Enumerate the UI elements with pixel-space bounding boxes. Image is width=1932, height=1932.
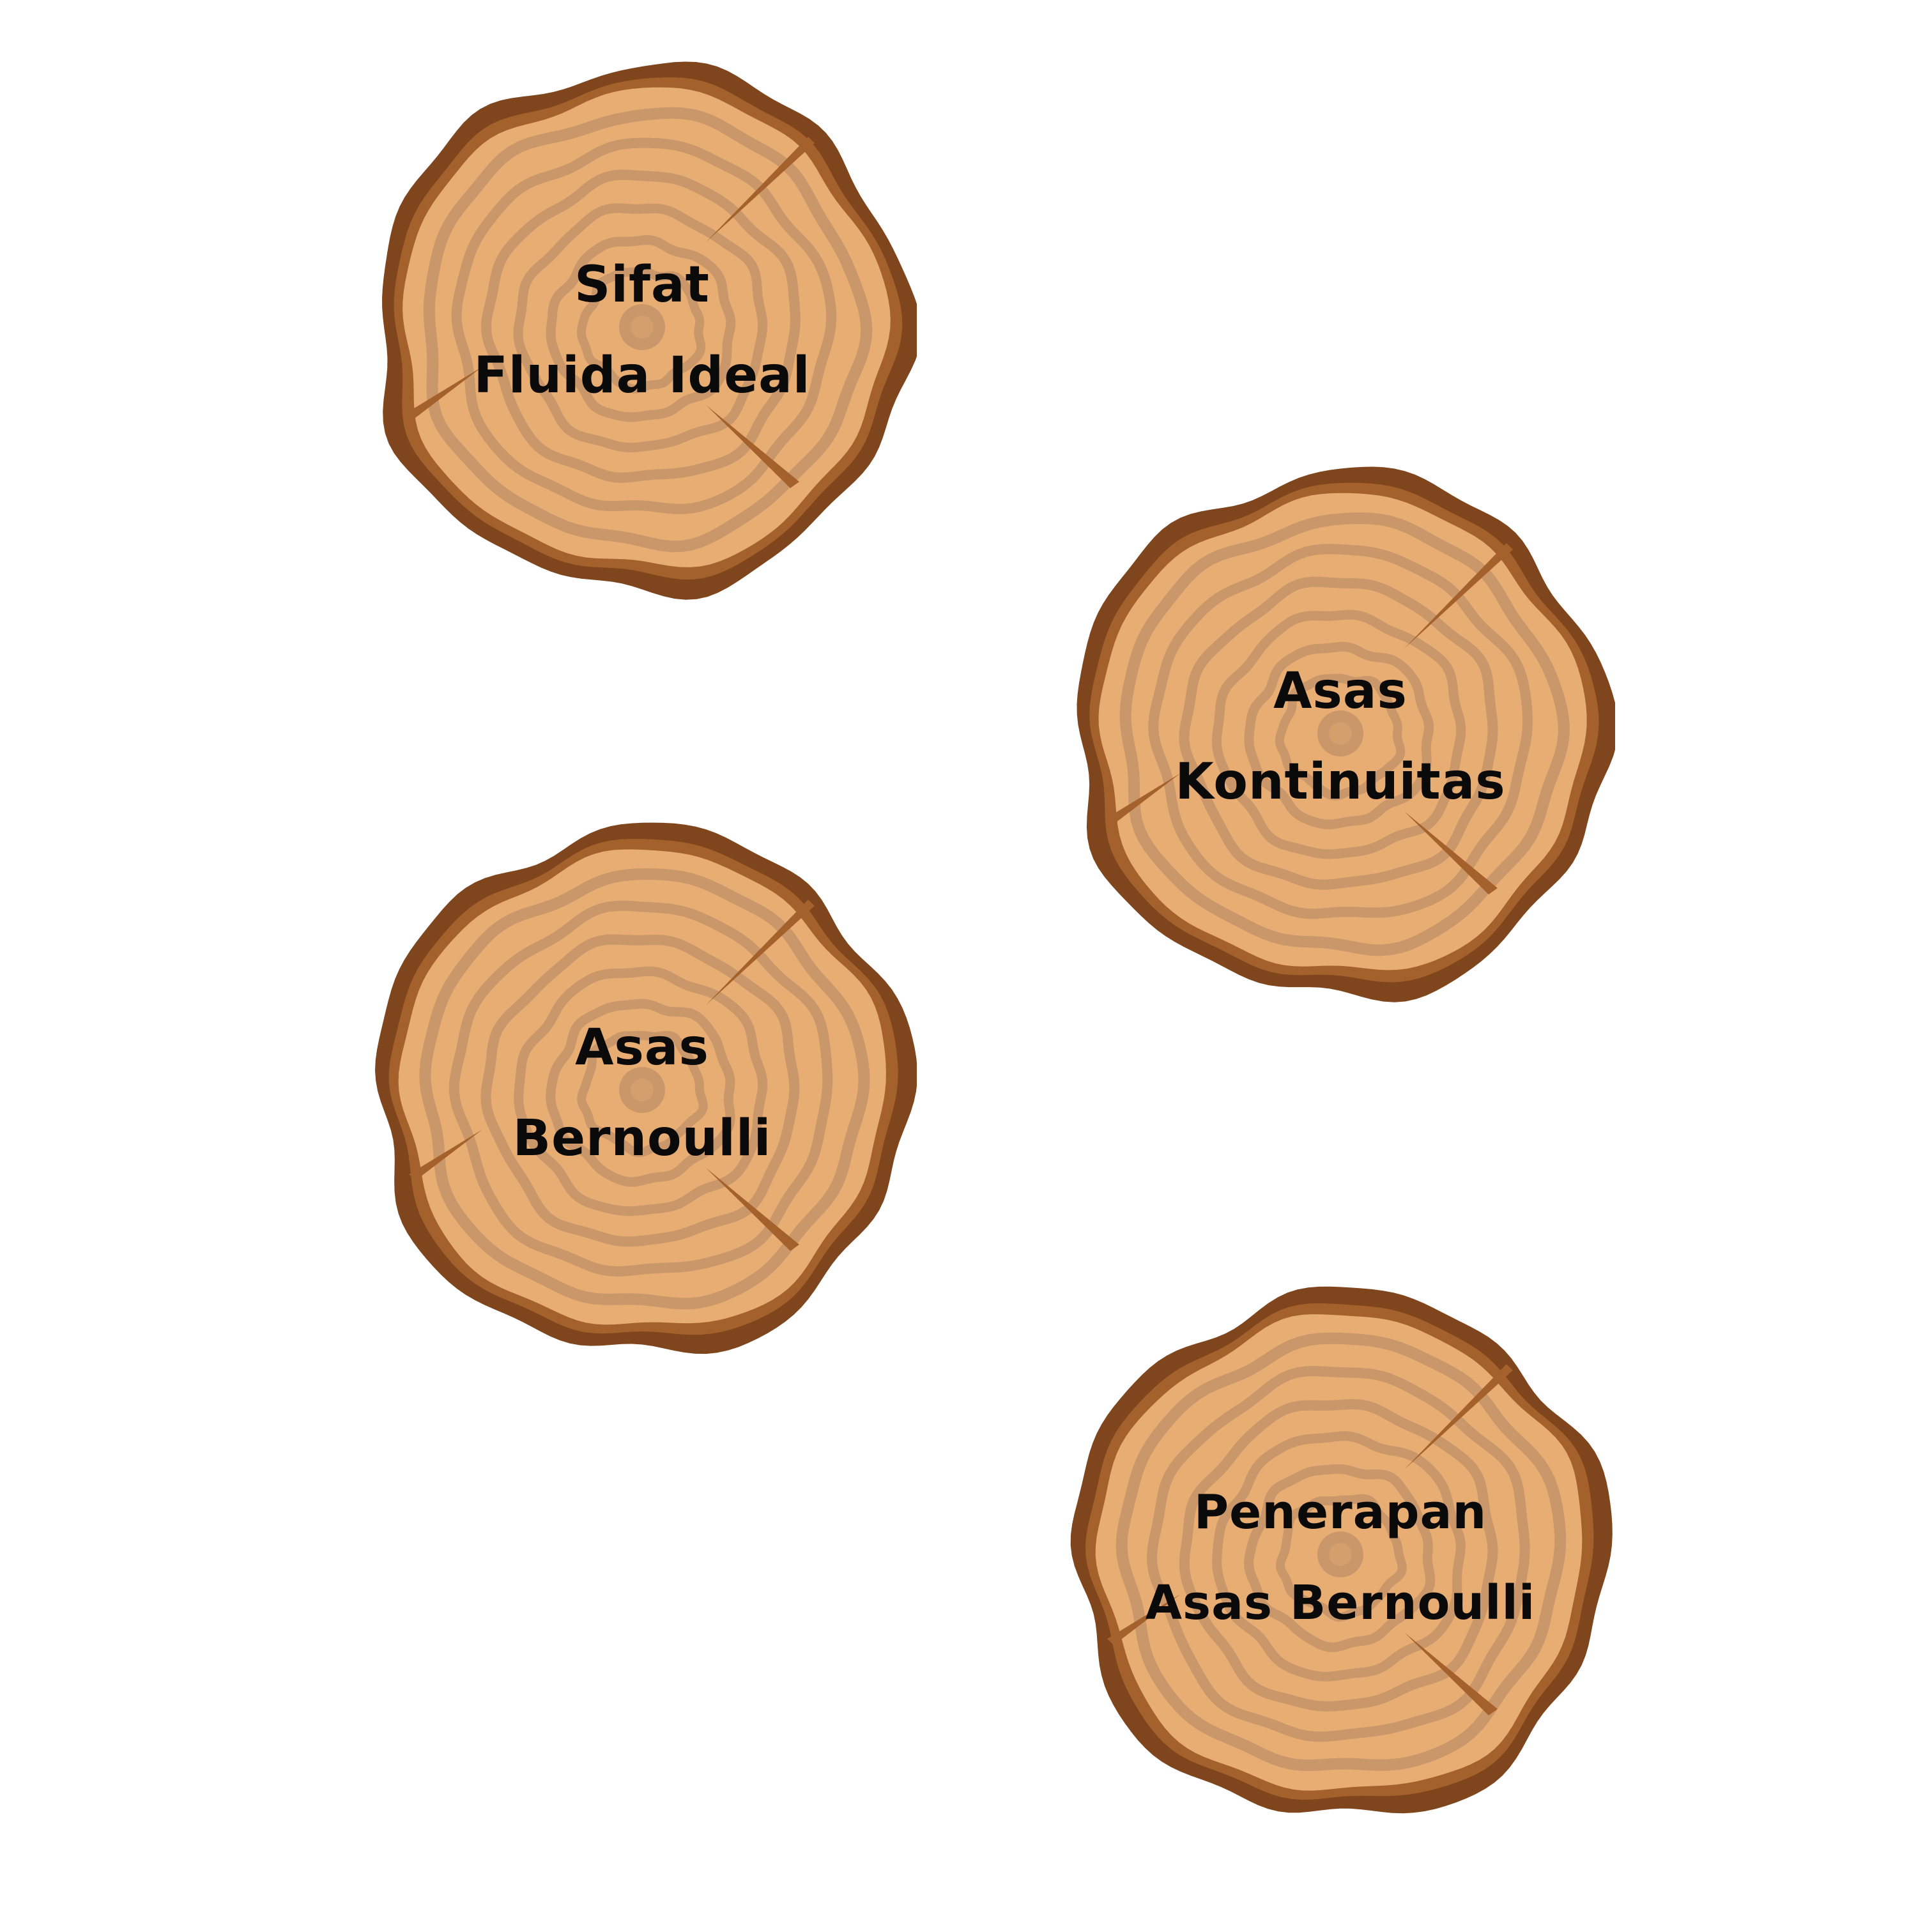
- slice-label-line-1: Asas: [575, 1019, 709, 1077]
- wood-slice-penerapan-asas-bernoulli[interactable]: Penerapan Asas Bernoulli: [1066, 1280, 1615, 1829]
- slice-label: Asas Bernoulli: [367, 815, 917, 1365]
- wood-slice-asas-bernoulli[interactable]: Asas Bernoulli: [367, 815, 917, 1365]
- slice-label-line-2: Kontinuitas: [1175, 753, 1506, 811]
- wood-slice-sifat-fluida-ideal[interactable]: Sifat Fluida Ideal: [367, 52, 917, 602]
- slice-label-line-2: Bernoulli: [512, 1110, 772, 1167]
- slice-label-line-1: Penerapan: [1193, 1485, 1487, 1540]
- slice-label: Asas Kontinuitas: [1066, 459, 1615, 1008]
- slice-label-line-1: Asas: [1273, 663, 1407, 720]
- slice-label-line-1: Sifat: [574, 256, 710, 314]
- slice-label: Sifat Fluida Ideal: [367, 52, 917, 602]
- wood-slice-asas-kontinuitas[interactable]: Asas Kontinuitas: [1066, 459, 1615, 1008]
- slice-label: Penerapan Asas Bernoulli: [1066, 1280, 1615, 1829]
- slice-label-line-2: Asas Bernoulli: [1145, 1575, 1536, 1630]
- slice-label-line-2: Fluida Ideal: [473, 347, 811, 404]
